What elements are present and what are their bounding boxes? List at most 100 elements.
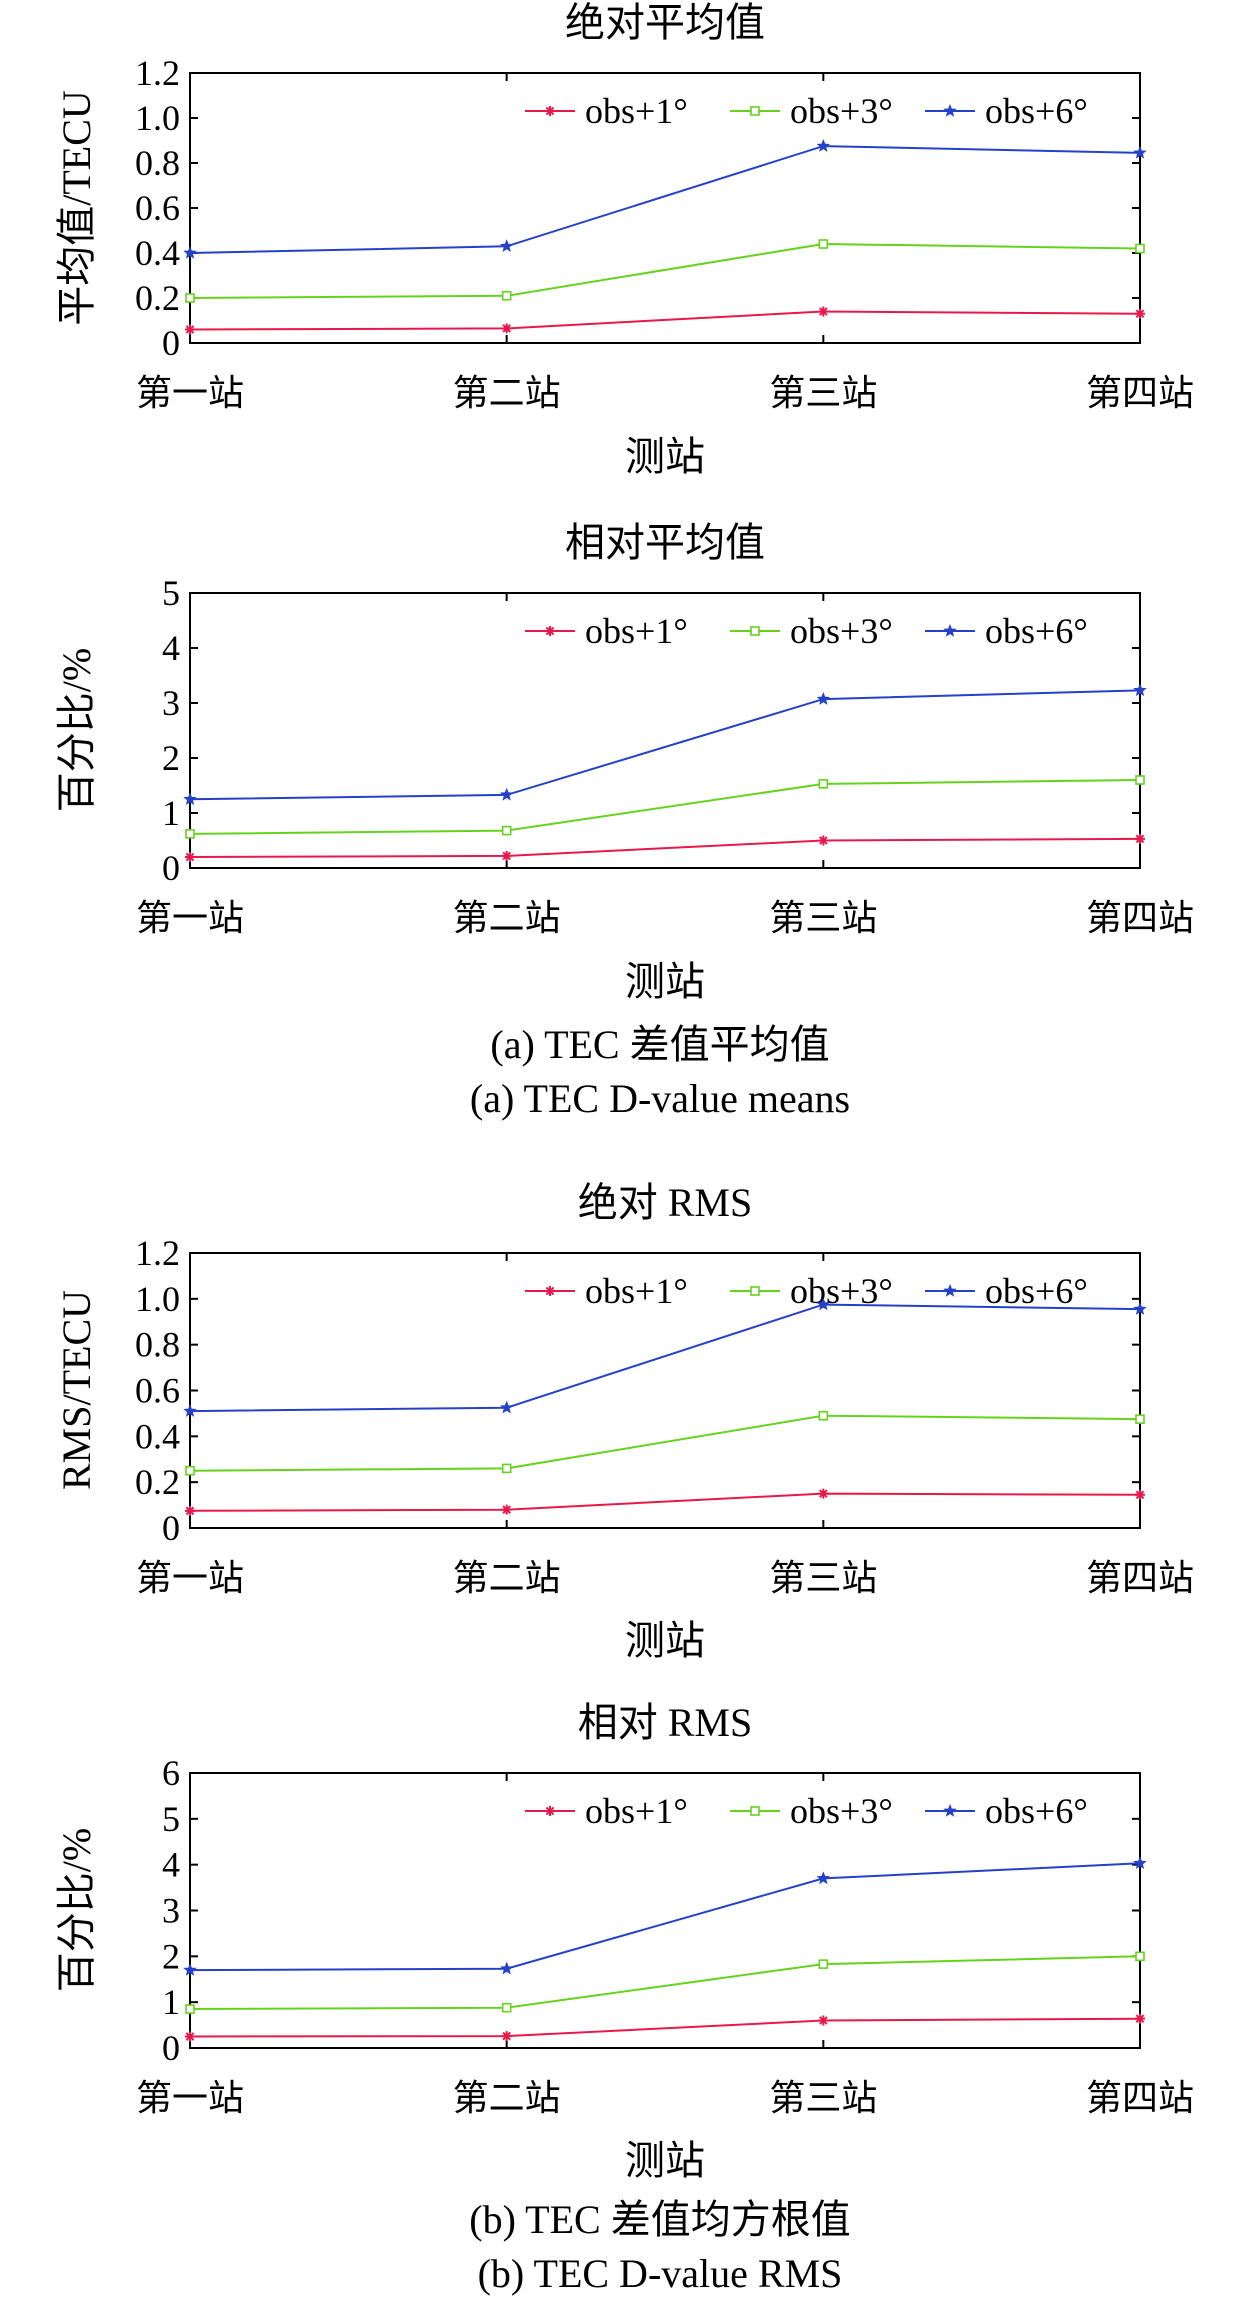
legend-label: obs+1° [585, 1271, 688, 1311]
series-line-3 [189, 1303, 1141, 1413]
data-point [499, 1400, 514, 1414]
caption-a-en: (a) TEC D-value means [470, 1076, 850, 1121]
chart-title: 相对平均值 [565, 520, 765, 565]
data-point [499, 1961, 514, 1975]
data-point [816, 1871, 831, 1885]
legend-label: obs+1° [585, 611, 688, 651]
y-tick-label: 4 [162, 628, 180, 668]
data-point [1135, 833, 1145, 844]
series-line-1 [189, 2017, 1141, 2038]
legend-marker [750, 106, 760, 116]
x-tick-label: 第三站 [769, 1558, 877, 1598]
y-tick-label: 0 [162, 2028, 180, 2068]
y-tick-label: 3 [162, 683, 180, 723]
series-line-2 [189, 242, 1141, 299]
legend-label: obs+6° [985, 611, 1088, 651]
series-line-2 [189, 1955, 1141, 2010]
x-tick-label: 第二站 [453, 898, 561, 938]
legend-label: obs+3° [790, 611, 893, 651]
data-point [816, 139, 831, 152]
legend-label: obs+6° [985, 91, 1088, 131]
data-point [501, 2031, 512, 2042]
x-tick-label: 第二站 [453, 1558, 561, 1598]
data-point [818, 1959, 829, 1969]
x-tick-label: 第四站 [1086, 898, 1194, 938]
series-line-1 [189, 1492, 1141, 1512]
legend-marker [545, 626, 555, 636]
x-tick-label: 第四站 [1086, 373, 1194, 413]
y-tick-label: 0 [162, 323, 180, 363]
data-point [818, 779, 829, 789]
data-point [818, 239, 829, 249]
y-tick-label: 5 [162, 573, 180, 613]
y-axis-label: RMS/TECU [54, 1290, 99, 1490]
caption-b-cn: (b) TEC 差值均方根值 [469, 2197, 850, 2242]
series-line-3 [189, 689, 1141, 801]
y-tick-label: 2 [162, 1936, 180, 1976]
data-point [185, 829, 195, 839]
x-tick-label: 第一站 [136, 1558, 244, 1598]
data-point [1135, 775, 1145, 785]
y-tick-label: 0 [162, 1508, 180, 1548]
data-point [185, 293, 195, 303]
y-tick-label: 2 [162, 738, 180, 778]
data-point [501, 850, 512, 861]
data-point [501, 825, 512, 836]
x-axis-label: 测站 [625, 434, 705, 479]
x-tick-label: 第三站 [769, 373, 877, 413]
y-tick-label: 5 [162, 1799, 180, 1839]
y-tick-label: 1.0 [135, 1279, 180, 1319]
legend-marker [943, 1803, 957, 1817]
data-point [501, 1463, 512, 1474]
data-point [185, 2031, 195, 2042]
data-point [1133, 145, 1147, 159]
data-point [1135, 1951, 1145, 1962]
y-tick-label: 0.2 [135, 1462, 180, 1502]
y-axis-label: 平均值/TECU [54, 90, 99, 326]
y-tick-label: 3 [162, 1891, 180, 1931]
data-point [499, 239, 514, 253]
y-tick-label: 0.4 [135, 233, 180, 273]
data-point [185, 2004, 195, 2014]
y-tick-label: 0.6 [135, 1371, 180, 1411]
plot-frame [189, 592, 1141, 869]
caption-b-en: (b) TEC D-value RMS [478, 2251, 843, 2296]
data-point [1135, 243, 1145, 254]
data-point [501, 2002, 512, 2013]
data-point [818, 1410, 829, 1421]
legend-marker [545, 106, 555, 116]
data-point [818, 306, 829, 317]
x-tick-label: 第四站 [1086, 1558, 1194, 1598]
legend-label: obs+6° [985, 1791, 1088, 1831]
data-point [1133, 683, 1147, 697]
data-point [183, 792, 197, 805]
y-tick-label: 0.6 [135, 188, 180, 228]
x-axis-label: 测站 [625, 1618, 705, 1663]
series-line-3 [189, 145, 1141, 254]
caption-a-cn: (a) TEC 差值平均值 [490, 1022, 829, 1067]
legend-label: obs+1° [585, 91, 688, 131]
x-axis-label: 测站 [625, 2138, 705, 2183]
y-axis-label: 百分比/% [54, 1828, 99, 1992]
y-tick-label: 0.2 [135, 278, 180, 318]
data-point [183, 1403, 197, 1417]
y-tick-label: 6 [162, 1753, 180, 1793]
data-point [501, 323, 512, 334]
data-point [818, 835, 829, 846]
data-point [816, 692, 831, 705]
x-tick-label: 第四站 [1086, 2078, 1194, 2118]
data-point [185, 1505, 195, 1516]
y-tick-label: 0 [162, 848, 180, 888]
data-point [185, 324, 195, 335]
legend-marker [943, 103, 957, 117]
data-point [1135, 308, 1145, 319]
data-point [1133, 1301, 1147, 1315]
data-point [501, 1504, 512, 1515]
y-axis-label: 百分比/% [54, 648, 99, 812]
data-point [501, 290, 512, 301]
data-point [818, 2015, 829, 2026]
y-tick-label: 0.4 [135, 1416, 180, 1456]
